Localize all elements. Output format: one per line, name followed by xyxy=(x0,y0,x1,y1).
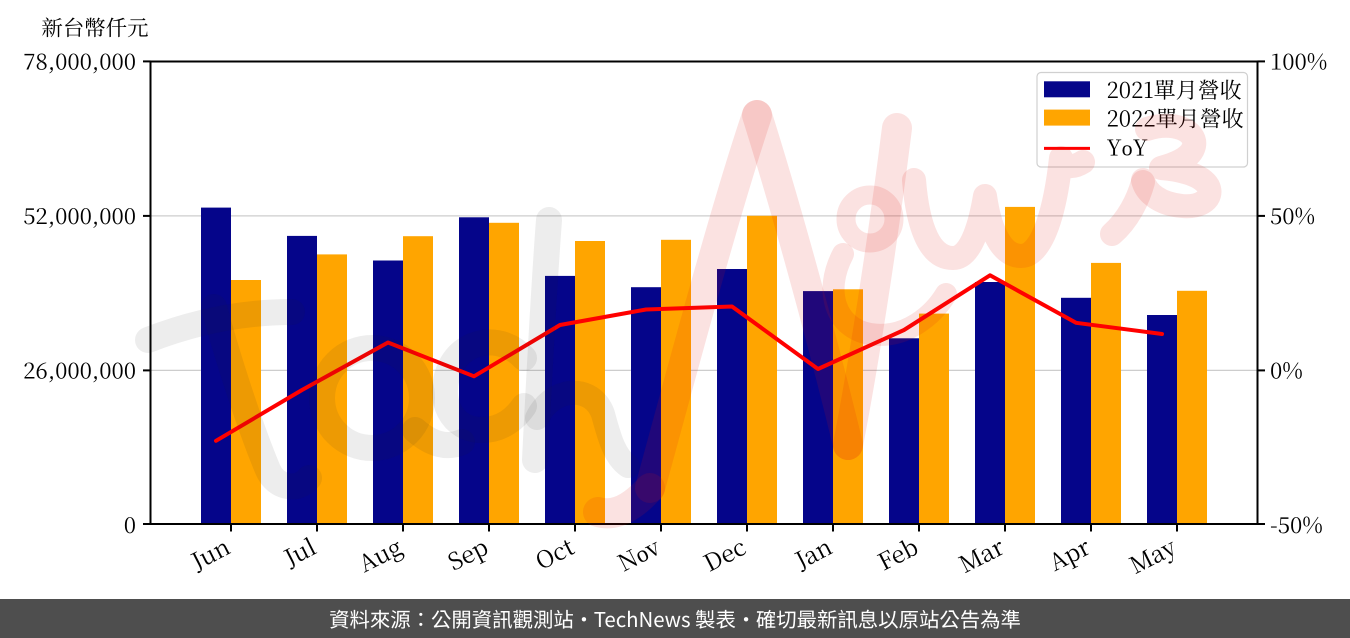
svg-text:May: May xyxy=(1123,528,1181,580)
svg-text:Sep: Sep xyxy=(441,528,493,577)
svg-text:Nov: Nov xyxy=(611,528,665,578)
svg-text:50%: 50% xyxy=(1270,199,1315,231)
svg-text:Dec: Dec xyxy=(697,528,751,578)
svg-text:新台幣仟元: 新台幣仟元 xyxy=(42,12,149,43)
svg-text:0%: 0% xyxy=(1270,353,1303,385)
svg-text:Apr: Apr xyxy=(1042,528,1095,577)
svg-text:-50%: -50% xyxy=(1270,508,1323,540)
svg-text:Aug: Aug xyxy=(352,528,407,579)
svg-text:Oct: Oct xyxy=(529,528,580,576)
svg-text:26,000,000: 26,000,000 xyxy=(23,353,136,385)
svg-text:Jan: Jan xyxy=(788,528,838,576)
svg-text:2021單月營收: 2021單月營收 xyxy=(1107,74,1242,105)
svg-text:Mar: Mar xyxy=(952,528,1009,579)
svg-text:Jul: Jul xyxy=(276,528,321,573)
svg-text:2022單月營收: 2022單月營收 xyxy=(1107,103,1244,134)
svg-text:YoY: YoY xyxy=(1107,132,1148,163)
svg-text:78,000,000: 78,000,000 xyxy=(23,44,136,76)
svg-text:100%: 100% xyxy=(1270,44,1327,76)
svg-text:52,000,000: 52,000,000 xyxy=(23,199,136,231)
svg-text:Jun: Jun xyxy=(184,528,236,577)
svg-text:0: 0 xyxy=(124,508,136,540)
svg-text:Feb: Feb xyxy=(871,528,923,577)
